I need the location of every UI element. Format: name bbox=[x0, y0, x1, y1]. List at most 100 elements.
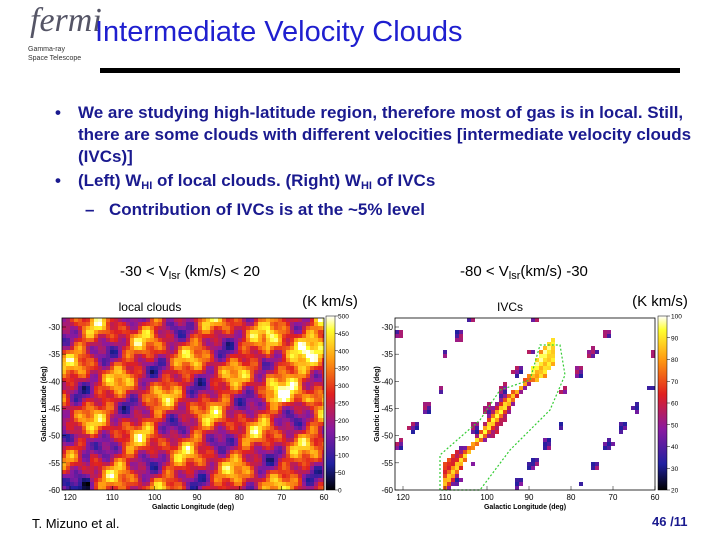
map-pixel bbox=[595, 350, 599, 354]
map-pixel bbox=[314, 482, 318, 486]
map-pixel bbox=[154, 326, 158, 330]
map-pixel bbox=[278, 398, 282, 402]
map-pixel bbox=[483, 434, 487, 438]
map-pixel bbox=[519, 390, 523, 394]
map-pixel bbox=[62, 366, 66, 370]
map-pixel bbox=[110, 390, 114, 394]
map-pixel bbox=[142, 482, 146, 486]
map-pixel bbox=[118, 362, 122, 366]
map-pixel bbox=[254, 482, 258, 486]
map-pixel bbox=[218, 418, 222, 422]
map-pixel bbox=[158, 338, 162, 342]
map-pixel bbox=[471, 462, 475, 466]
map-pixel bbox=[146, 394, 150, 398]
map-pixel bbox=[106, 322, 110, 326]
map-pixel bbox=[154, 454, 158, 458]
map-pixel bbox=[459, 454, 463, 458]
map-pixel bbox=[166, 358, 170, 362]
page-total: /11 bbox=[670, 514, 688, 529]
map-pixel bbox=[222, 346, 226, 350]
map-pixel bbox=[66, 386, 70, 390]
map-pixel bbox=[459, 478, 463, 482]
map-pixel bbox=[487, 426, 491, 430]
map-pixel bbox=[126, 406, 130, 410]
map-pixel bbox=[258, 318, 262, 322]
map-pixel bbox=[242, 346, 246, 350]
map-pixel bbox=[298, 402, 302, 406]
map-pixel bbox=[198, 390, 202, 394]
map-pixel bbox=[222, 442, 226, 446]
map-pixel bbox=[62, 370, 66, 374]
map-pixel bbox=[194, 330, 198, 334]
map-pixel bbox=[242, 466, 246, 470]
map-pixel bbox=[102, 474, 106, 478]
map-pixel bbox=[294, 378, 298, 382]
map-pixel bbox=[202, 418, 206, 422]
map-pixel bbox=[150, 446, 154, 450]
map-pixel bbox=[262, 366, 266, 370]
map-pixel bbox=[222, 322, 226, 326]
map-pixel bbox=[515, 390, 519, 394]
map-pixel bbox=[234, 382, 238, 386]
map-pixel bbox=[126, 422, 130, 426]
map-pixel bbox=[278, 342, 282, 346]
map-pixel bbox=[290, 334, 294, 338]
map-pixel bbox=[306, 374, 310, 378]
map-pixel bbox=[142, 374, 146, 378]
map-pixel bbox=[166, 462, 170, 466]
map-pixel bbox=[106, 458, 110, 462]
map-pixel bbox=[318, 346, 322, 350]
map-pixel bbox=[278, 470, 282, 474]
map-pixel bbox=[74, 402, 78, 406]
map-pixel bbox=[222, 418, 226, 422]
map-pixel bbox=[202, 454, 206, 458]
map-pixel bbox=[314, 434, 318, 438]
map-pixel bbox=[86, 342, 90, 346]
map-pixel bbox=[242, 458, 246, 462]
map-pixel bbox=[114, 482, 118, 486]
map-pixel bbox=[258, 454, 262, 458]
map-pixel bbox=[62, 342, 66, 346]
map-pixel bbox=[282, 318, 286, 322]
map-pixel bbox=[182, 458, 186, 462]
map-pixel bbox=[322, 454, 324, 458]
map-pixel bbox=[126, 426, 130, 430]
map-pixel bbox=[166, 454, 170, 458]
map-pixel bbox=[178, 418, 182, 422]
map-pixel bbox=[310, 378, 314, 382]
map-pixel bbox=[294, 430, 298, 434]
map-pixel bbox=[122, 394, 126, 398]
map-pixel bbox=[134, 346, 138, 350]
map-pixel bbox=[110, 358, 114, 362]
map-pixel bbox=[318, 394, 322, 398]
map-pixel bbox=[118, 402, 122, 406]
map-pixel bbox=[314, 450, 318, 454]
map-pixel bbox=[306, 330, 310, 334]
map-pixel bbox=[238, 358, 242, 362]
map-pixel bbox=[214, 370, 218, 374]
map-pixel bbox=[158, 422, 162, 426]
map-pixel bbox=[314, 370, 318, 374]
map-pixel bbox=[218, 482, 222, 486]
map-pixel bbox=[178, 346, 182, 350]
map-pixel bbox=[294, 334, 298, 338]
map-pixel bbox=[98, 382, 102, 386]
map-pixel bbox=[547, 342, 551, 346]
map-pixel bbox=[86, 486, 90, 490]
map-pixel bbox=[114, 346, 118, 350]
map-pixel bbox=[214, 378, 218, 382]
map-pixel bbox=[94, 466, 98, 470]
map-pixel bbox=[154, 482, 158, 486]
map-pixel bbox=[90, 354, 94, 358]
map-pixel bbox=[166, 458, 170, 462]
map-pixel bbox=[158, 462, 162, 466]
map-pixel bbox=[258, 394, 262, 398]
map-pixel bbox=[463, 454, 467, 458]
map-pixel bbox=[110, 354, 114, 358]
map-pixel bbox=[230, 454, 234, 458]
map-pixel bbox=[230, 338, 234, 342]
map-pixel bbox=[174, 326, 178, 330]
map-pixel bbox=[282, 426, 286, 430]
map-pixel bbox=[286, 458, 290, 462]
map-pixel bbox=[547, 362, 551, 366]
